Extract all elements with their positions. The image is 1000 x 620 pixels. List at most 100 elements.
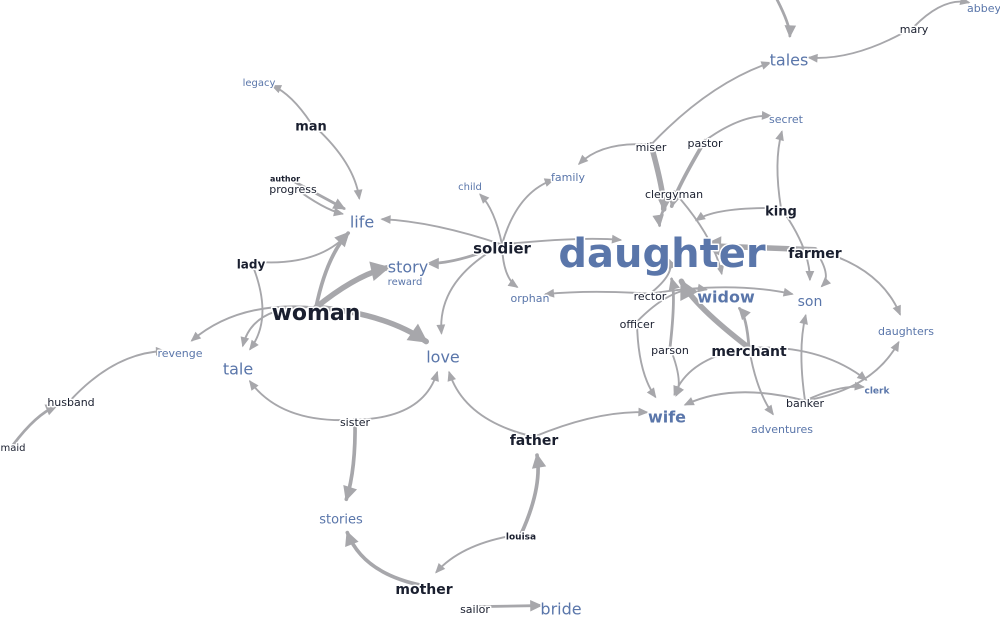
- edge-farmer-to-daughters: [814, 248, 901, 315]
- node-reward: reward: [388, 277, 423, 288]
- node-orphan: orphan: [511, 292, 550, 305]
- edge-king-to-secret: [776, 131, 783, 210]
- arrowhead-merchant-to-widow: [738, 306, 751, 321]
- edge-sister-to-tale: [249, 380, 356, 422]
- arrowhead-soldier-to-family: [543, 178, 555, 187]
- node-sailor: sailor: [460, 603, 490, 616]
- node-stories: stories: [319, 513, 363, 528]
- edge-merchant-to-clerk: [748, 346, 867, 381]
- edge-miser-to-tales: [650, 61, 771, 146]
- arrowhead-banker-to-daughters: [890, 340, 900, 352]
- edge-banker-to-daughters: [804, 341, 900, 402]
- arrowhead-soldier-to-child: [479, 193, 490, 204]
- node-story: story: [388, 258, 428, 277]
- arrowhead-soldier-to-story: [426, 257, 439, 270]
- arrowhead-clergyman-to-widow: [715, 264, 725, 276]
- node-husband: husband: [47, 396, 94, 409]
- arrowhead-king-to-daughter: [694, 211, 706, 222]
- arrowhead-father-to-love: [447, 370, 456, 382]
- arrowhead-progress-to-life: [333, 207, 345, 217]
- node-widow: widow: [697, 288, 755, 307]
- arrowhead-father-to-wife: [638, 407, 649, 417]
- node-father: father: [510, 433, 559, 449]
- arrowhead-merchant-to-clerk: [856, 371, 868, 381]
- edge-sister-to-love: [354, 371, 438, 421]
- edge-soldier-to-family: [501, 178, 554, 246]
- node-pastor: pastor: [687, 137, 722, 150]
- node-sister: sister: [340, 416, 371, 429]
- edge-soldier-to-love: [440, 243, 503, 334]
- arrowhead-sister-to-love: [430, 370, 439, 382]
- arrowhead-husband-to-revenge: [155, 346, 167, 356]
- arrowhead-woman-to-story: [369, 261, 391, 282]
- edge-lady-to-life: [250, 232, 350, 264]
- arrowhead-rector-to-son: [782, 287, 794, 297]
- edge-banker-to-wife: [684, 391, 806, 406]
- node-son: son: [798, 294, 823, 310]
- arrowhead-sailor-to-bride: [530, 599, 543, 612]
- arrowhead-farmer-to-daughters: [892, 304, 901, 316]
- arrowhead-mary-to-abbey: [959, 0, 971, 5]
- arrowhead-miser-to-tales: [760, 61, 772, 70]
- arrowhead-tales_src-to-tales: [784, 25, 797, 38]
- node-life: life: [350, 213, 374, 232]
- edge-banker-to-son: [800, 314, 807, 402]
- node-banker: banker: [786, 397, 824, 410]
- arrowhead-banker-to-wife: [683, 397, 695, 406]
- node-wife: wife: [648, 408, 686, 427]
- node-family: family: [551, 171, 585, 184]
- arrowhead-man-to-legacy: [270, 85, 283, 94]
- node-adventures: adventures: [751, 423, 813, 436]
- arrowhead-lady-to-tale: [249, 339, 259, 351]
- edge-father-to-love: [448, 371, 535, 438]
- arrowhead-banker-to-clerk: [854, 381, 865, 391]
- arrowhead-officer-to-wife: [646, 387, 657, 399]
- arrowhead-miser-to-family: [577, 154, 589, 166]
- edges-layer: [11, 0, 971, 612]
- node-officer: officer: [620, 318, 655, 331]
- node-rector: rector: [634, 290, 667, 303]
- node-daughter: daughter: [558, 231, 765, 277]
- arrowhead-soldier-to-orphan: [507, 278, 519, 288]
- arrowhead-soldier-to-love: [436, 324, 446, 335]
- node-revenge: revenge: [157, 347, 202, 360]
- arrowhead-pastor-to-secret: [761, 111, 773, 120]
- arrowhead-king-to-secret: [775, 130, 784, 142]
- arrowhead-soldier-to-life: [380, 215, 391, 224]
- node-clergyman: clergyman: [645, 188, 703, 201]
- arrowhead-louisa-to-mother: [435, 562, 446, 574]
- node-mary: mary: [900, 23, 929, 36]
- node-love: love: [426, 348, 460, 367]
- node-daughters: daughters: [878, 325, 934, 338]
- node-miser: miser: [636, 141, 667, 154]
- node-parson: parson: [651, 344, 689, 357]
- edge-mary-to-tales: [808, 25, 915, 59]
- arrowhead-woman-to-tale: [240, 336, 250, 348]
- node-farmer: farmer: [788, 246, 842, 262]
- arrowhead-author-to-life: [332, 198, 346, 210]
- node-merchant: merchant: [711, 344, 787, 360]
- node-king: king: [765, 205, 797, 220]
- arrowhead-farmer-to-son: [820, 277, 832, 288]
- arrowhead-woman-to-revenge: [190, 331, 202, 342]
- arrowhead-banker-to-son: [799, 313, 808, 325]
- node-clerk: clerk: [865, 387, 891, 397]
- node-abbey: abbey: [967, 2, 1000, 15]
- edge-lady-to-tale: [249, 260, 264, 350]
- node-progress: progress: [269, 183, 317, 196]
- node-man: man: [295, 120, 327, 135]
- node-child: child: [458, 182, 482, 193]
- arrowhead-rector-to-orphan: [543, 288, 555, 298]
- edge-officer-to-wife: [636, 320, 657, 398]
- edge-soldier-to-daughter: [501, 237, 622, 246]
- edge-husband-to-revenge: [70, 350, 166, 401]
- arrowhead-maid-to-husband: [44, 404, 59, 416]
- arrowhead-mary-to-tales: [807, 53, 818, 63]
- node-bride: bride: [540, 600, 581, 619]
- arrowhead-parson-to-wife: [675, 385, 684, 397]
- node-lady: lady: [237, 258, 266, 272]
- edge-rector-to-son: [649, 286, 793, 295]
